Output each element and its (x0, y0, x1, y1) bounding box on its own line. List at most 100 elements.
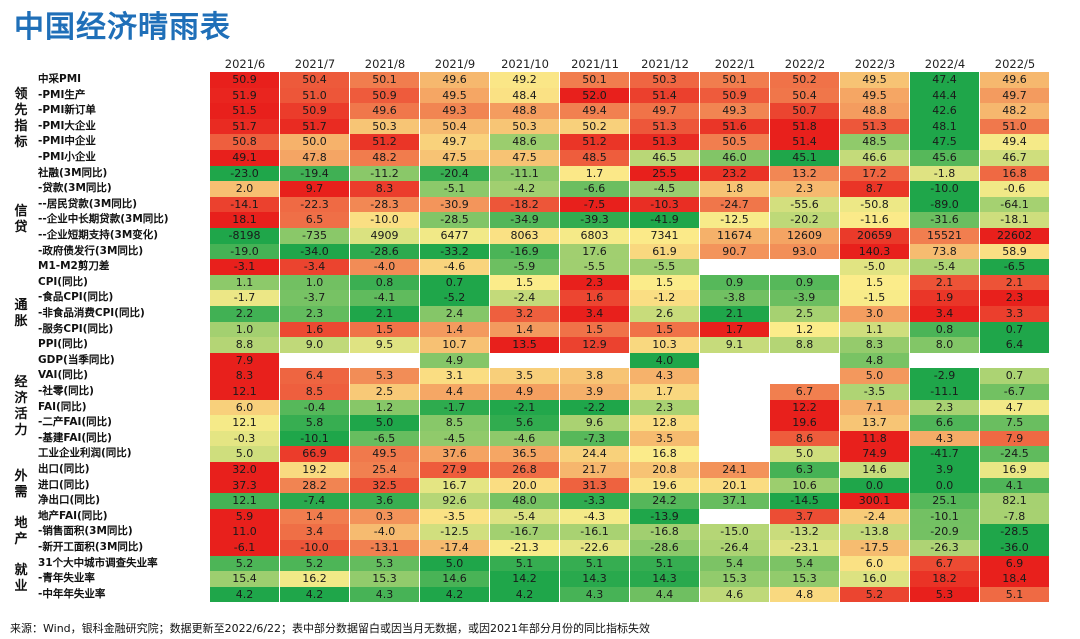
data-cell: 18.1 (210, 212, 279, 228)
data-cell (770, 352, 839, 369)
data-cell: 49.5 (840, 72, 909, 88)
data-cell: -17.5 (840, 540, 909, 556)
data-cell: 7.9 (210, 352, 279, 369)
data-cell: 24.4 (560, 446, 629, 462)
data-cell: 13.7 (840, 415, 909, 431)
row-label: --居民贷款(3M同比) (38, 197, 138, 210)
data-cell: 7.9 (980, 430, 1049, 447)
data-cell: -6.7 (980, 384, 1049, 400)
data-cell: 4.3 (630, 368, 699, 384)
data-cell: 32.0 (210, 462, 279, 478)
data-cell: 5.6 (490, 415, 559, 431)
row-label: 进口(同比) (38, 478, 90, 491)
source-footnote: 来源：Wind，银科金融研究院；数据更新至2022/6/22；表中部分数据留白或… (10, 622, 651, 635)
data-cell: 1.2 (350, 399, 419, 416)
data-cell: 10.7 (420, 337, 489, 353)
data-cell: 50.7 (770, 103, 839, 119)
data-cell: -3.3 (560, 493, 629, 509)
data-cell: 11.8 (840, 430, 909, 447)
data-cell: -735 (280, 228, 349, 244)
data-cell: 14.3 (560, 571, 629, 587)
data-cell: 4.2 (420, 586, 489, 603)
data-cell: 4.4 (420, 384, 489, 400)
data-cell: 1.5 (350, 321, 419, 338)
data-cell: 50.5 (700, 134, 769, 150)
data-cell: 3.6 (350, 493, 419, 509)
data-cell: 4.9 (420, 352, 489, 369)
data-cell: -23.0 (210, 165, 279, 182)
data-cell: 5.0 (770, 446, 839, 462)
data-cell: -5.4 (490, 508, 559, 525)
data-cell: 6.7 (910, 555, 979, 572)
data-cell: 2.5 (350, 384, 419, 400)
data-cell: -64.1 (980, 196, 1049, 213)
data-cell: 1.4 (280, 508, 349, 525)
data-cell: 8.7 (840, 181, 909, 197)
data-cell: -36.0 (980, 540, 1049, 556)
row-label: -PMI中企业 (38, 135, 96, 148)
data-cell: -26.4 (700, 540, 769, 556)
row-label: -二产FAI(同比) (38, 416, 112, 429)
column-header: 2022/1 (714, 57, 756, 71)
data-cell: -7.5 (560, 196, 629, 213)
data-cell: 48.8 (490, 103, 559, 119)
data-cell: 46.6 (840, 150, 909, 166)
column-header: 2022/3 (854, 57, 896, 71)
data-cell: 50.9 (210, 72, 279, 88)
data-cell: -2.4 (490, 290, 559, 306)
data-cell: 9.5 (350, 337, 419, 353)
data-cell: 24.1 (700, 462, 769, 478)
data-cell: 49.2 (490, 72, 559, 88)
data-cell: 1.1 (210, 274, 279, 291)
data-cell: 5.1 (560, 555, 629, 572)
data-cell: -10.0 (280, 540, 349, 556)
column-header: 2022/4 (924, 57, 966, 71)
column-header: 2021/10 (501, 57, 549, 71)
data-cell: 0.0 (910, 477, 979, 494)
data-cell: -7.8 (980, 508, 1049, 525)
data-cell: 0.3 (350, 508, 419, 525)
data-cell: 7.5 (980, 415, 1049, 431)
data-cell: -16.9 (490, 243, 559, 260)
data-cell: 14.6 (420, 571, 489, 587)
data-cell: 48.5 (560, 150, 629, 166)
column-header: 2021/12 (641, 57, 689, 71)
data-cell: -1.5 (840, 290, 909, 306)
data-cell: 1.8 (700, 181, 769, 197)
data-cell: -6.6 (560, 181, 629, 197)
data-cell: -16.8 (630, 524, 699, 540)
data-cell: 48.6 (490, 134, 559, 150)
data-cell: 6.0 (210, 399, 279, 416)
data-cell: 8.5 (280, 384, 349, 400)
data-cell: -31.6 (910, 212, 979, 228)
data-cell: 3.3 (980, 306, 1049, 322)
data-cell: 20.8 (630, 462, 699, 478)
data-cell: 16.7 (420, 477, 489, 494)
row-label: -PMI小企业 (38, 151, 96, 163)
data-cell: 4909 (350, 228, 419, 244)
data-cell: -10.0 (350, 212, 419, 228)
data-cell: 50.0 (280, 134, 349, 150)
data-cell: -5.0 (840, 259, 909, 275)
data-cell: -5.1 (420, 181, 489, 197)
data-cell: 2.1 (700, 306, 769, 322)
data-cell: 21.7 (560, 462, 629, 478)
data-cell: 0.9 (700, 274, 769, 291)
data-cell: -11.1 (910, 384, 979, 400)
data-cell: 50.3 (630, 72, 699, 88)
data-cell: 49.7 (980, 87, 1049, 104)
data-cell: 4.8 (770, 586, 839, 603)
data-cell: 6.4 (280, 368, 349, 384)
data-cell: 2.1 (910, 274, 979, 291)
data-cell: -4.3 (560, 508, 629, 525)
data-cell: -11.2 (350, 165, 419, 182)
data-cell (700, 259, 769, 275)
row-label: -服务CPI(同比) (38, 322, 114, 335)
data-cell (280, 352, 349, 369)
data-cell: -6.5 (980, 259, 1049, 275)
data-cell: 0.7 (980, 321, 1049, 338)
data-cell: 74.9 (840, 446, 909, 462)
data-cell: 5.9 (210, 508, 279, 525)
data-cell: 47.5 (910, 134, 979, 150)
data-cell: 51.9 (210, 87, 279, 104)
